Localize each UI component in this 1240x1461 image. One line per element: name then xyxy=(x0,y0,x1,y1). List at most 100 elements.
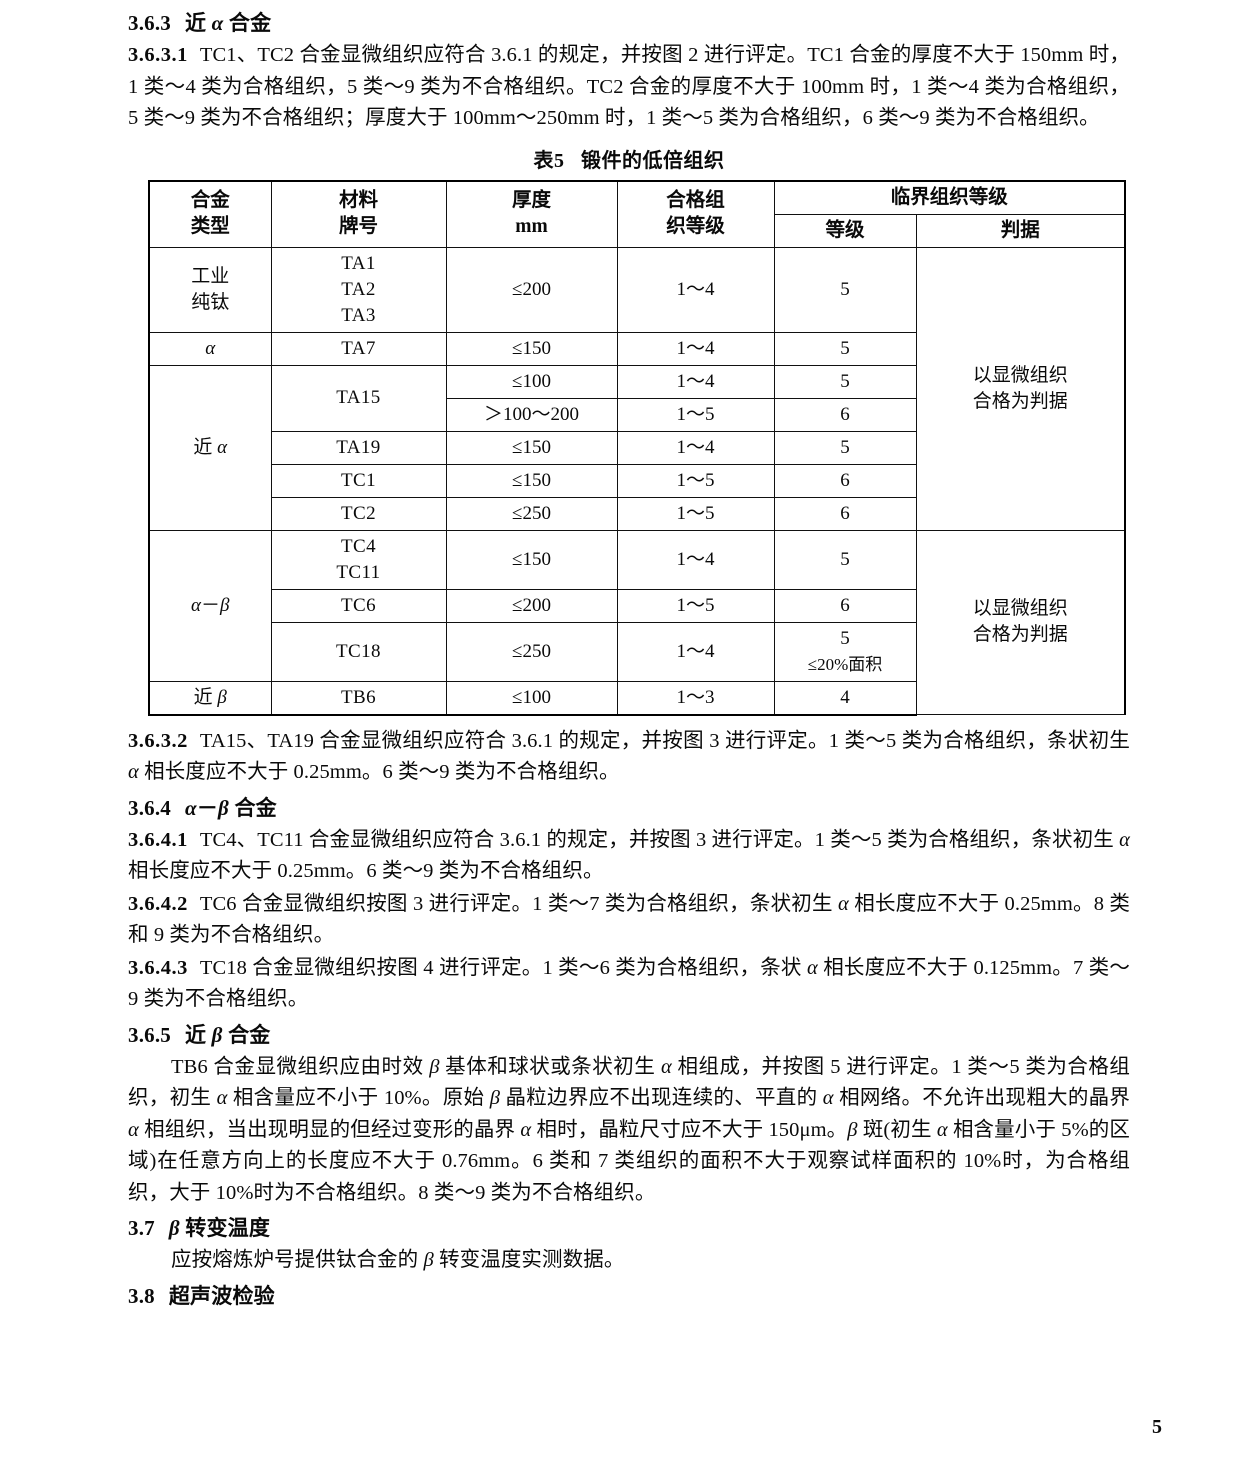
cell-material: TC1 xyxy=(270,463,447,498)
cell-qualified: 1～4 xyxy=(616,364,775,399)
header-material-line1: 材料 xyxy=(338,190,378,211)
clause-text-seg2: 相长度应不大于 0.25mm。6 类～9 类为不合格组织。 xyxy=(128,860,604,882)
clause-number: 3.6.3.1 xyxy=(128,44,188,66)
table-row: TC1 ≤150 1～5 6 xyxy=(149,463,1125,498)
header-criterion: 判据 xyxy=(915,213,1127,248)
section-heading-3-8: 3.8 超声波检验 xyxy=(128,1281,1130,1311)
table-row: α－β TC4 TC11 ≤150 1～4 5 以显微组织 合格为判据 xyxy=(148,529,1127,715)
body-t7: 相组织，当出现明显的但经过变形的晶界 xyxy=(138,1118,521,1141)
cell-grade: 6 xyxy=(773,397,917,432)
body-t1: 应按熔炼炉号提供钛合金的 xyxy=(171,1249,424,1271)
clause-number: 3.6.3.2 xyxy=(128,729,188,752)
clause-text-seg1: TC6 合金显微组织按图 3 进行评定。1 类～7 类为合格组织，条状初生 xyxy=(199,892,839,915)
header-material-line2: 牌号 xyxy=(338,216,378,237)
greek-beta: β xyxy=(847,1118,858,1141)
cell-alloy-type: 工业 纯钛 xyxy=(148,246,272,333)
cell-thickness: ≤200 xyxy=(445,246,618,333)
body-t1: TB6 合金显微组织应由时效 xyxy=(171,1055,430,1078)
cell-material: TA7 xyxy=(270,331,447,366)
greek-alpha: α xyxy=(838,892,849,915)
greek-beta: β xyxy=(429,1055,440,1078)
cell-thickness: ≤150 xyxy=(445,463,618,498)
greek-alpha: α xyxy=(211,11,224,35)
table-caption-text: 锻件的低倍组织 xyxy=(581,149,725,172)
cell-grade: 6 xyxy=(773,588,917,623)
cell-thickness: ≤150 xyxy=(445,430,618,465)
cell-grade: 5 xyxy=(773,364,917,399)
cell-grade: 5 xyxy=(773,331,917,366)
table-row: 工业 纯钛 TA1 TA2 TA3 ≤200 1～4 5 以显微组织 合格为判据 xyxy=(148,246,1127,531)
table-header-row-1: 合金 类型 材料 牌号 厚度 mm 合格组 织等级 临界组织等级 xyxy=(148,179,1127,248)
section-title-post: 合金 xyxy=(222,1022,271,1047)
section-title-post: 合金 xyxy=(223,11,272,35)
cell-criterion: 以显微组织 合格为判据 xyxy=(915,246,1127,531)
paragraph-3-6-4-3: 3.6.4.3 TC18 合金显微组织按图 4 进行评定。1 类～6 类为合格组织… xyxy=(128,953,1130,1016)
page-content: 3.6.3 近 α 合金 3.6.3.1 TC1、TC2 合金显微组织应符合 3.6… xyxy=(128,4,1130,1313)
clause-text-seg1: TC18 合金显微组织按图 4 进行评定。1 类～6 类为合格组织，条状 xyxy=(199,956,807,979)
header-grade: 等级 xyxy=(773,213,917,248)
cell-criterion: 以显微组织 合格为判据 xyxy=(915,529,1127,715)
body-t4: 相含量应不小于 10%。原始 xyxy=(227,1087,490,1109)
header-qualified-line2: 织等级 xyxy=(666,216,725,237)
cell-qualified: 1～4 xyxy=(616,430,775,465)
table-row: ＞100～200 1～5 6 xyxy=(149,397,1125,432)
clause-text: TC1、TC2 合金显微组织应符合 3.6.1 的规定，并按图 2 进行评定。T… xyxy=(128,44,1130,129)
table-row: 近 β TB6 ≤100 1～3 4 xyxy=(148,680,1125,716)
header-thickness: 厚度 mm xyxy=(445,179,618,248)
greek-alpha: α xyxy=(936,1118,948,1141)
table-caption-number: 表5 xyxy=(533,149,565,172)
clause-number: 3.6.4.3 xyxy=(128,956,188,979)
table-5-wrapper: 合金 类型 材料 牌号 厚度 mm 合格组 织等级 临界组织等级 等级 xyxy=(128,179,1130,716)
cell-qualified: 1～4 xyxy=(616,246,775,333)
cell-material: TA1 TA2 TA3 xyxy=(270,246,447,333)
clause-number: 3.6.4.2 xyxy=(128,892,188,915)
paragraph-3-6-3-1: 3.6.3.1 TC1、TC2 合金显微组织应符合 3.6.1 的规定，并按图 2… xyxy=(128,40,1130,135)
cell-thickness: ≤150 xyxy=(445,331,618,366)
cell-qualified: 1～4 xyxy=(616,331,775,366)
clause-number: 3.6.4.1 xyxy=(128,828,188,851)
greek-beta: β xyxy=(489,1087,501,1109)
header-qualified-grade: 合格组 织等级 xyxy=(616,179,775,248)
table-row: α TA7 ≤150 1～4 5 xyxy=(148,331,1125,366)
header-alloy-type-line2: 类型 xyxy=(190,216,230,237)
section-number: 3.7 xyxy=(128,1216,155,1240)
greek-alpha: α xyxy=(1119,828,1130,851)
page-number: 5 xyxy=(1152,1416,1162,1438)
greek-alpha: α xyxy=(185,795,197,820)
clause-text-seg1: TC4、TC11 合金显微组织应符合 3.6.1 的规定，并按图 3 进行评定。… xyxy=(199,828,1120,851)
table-body: 工业 纯钛 TA1 TA2 TA3 ≤200 1～4 5 以显微组织 合格为判据 α T… xyxy=(148,246,1127,716)
greek-alpha: α xyxy=(806,956,818,979)
table-row: TC18 ≤250 1～4 5 ≤20%面积 xyxy=(149,621,1125,682)
paragraph-3-6-4-1: 3.6.4.1 TC4、TC11 合金显微组织应符合 3.6.1 的规定，并按图 … xyxy=(128,825,1130,888)
cell-qualified: 1～4 xyxy=(616,529,775,590)
section-number: 3.6.5 xyxy=(128,1022,171,1047)
header-thickness-line1: 厚度 xyxy=(511,190,551,211)
cell-material: TC18 xyxy=(270,621,447,682)
section-number: 3.8 xyxy=(128,1283,155,1308)
table-header-row-2: 等级 判据 xyxy=(149,213,1127,248)
greek-alpha: α xyxy=(822,1087,834,1109)
cell-thickness: ≤250 xyxy=(445,621,618,682)
clause-text-seg1: TA15、TA19 合金显微组织应符合 3.6.1 的规定，并按图 3 进行评定… xyxy=(199,729,1130,752)
cell-qualified: 1～5 xyxy=(616,496,775,531)
body-t3: 相组成，并按图 5 进行评定。1 类～5 类为合格组织，初生 xyxy=(128,1055,1130,1110)
body-t2: 基体和球状或条状初生 xyxy=(439,1055,661,1078)
cell-material: TB6 xyxy=(270,680,447,716)
greek-beta: β xyxy=(168,1216,180,1240)
table-header: 合金 类型 材料 牌号 厚度 mm 合格组 织等级 临界组织等级 等级 xyxy=(148,179,1127,248)
cell-qualified: 1～5 xyxy=(616,588,775,623)
paragraph-3-6-3-2: 3.6.3.2 TA15、TA19 合金显微组织应符合 3.6.1 的规定，并按图… xyxy=(128,726,1130,789)
clause-text-seg2: 相长度应不大于 0.25mm。8 类和 9 类为不合格组织。 xyxy=(128,892,1130,947)
header-qualified-line1: 合格组 xyxy=(666,190,725,211)
greek-beta: β xyxy=(211,1022,223,1047)
section-heading-3-7: 3.7 β 转变温度 xyxy=(128,1213,1130,1243)
cell-thickness: ≤100 xyxy=(445,364,618,399)
cell-material: TA19 xyxy=(270,430,447,465)
section-title-post: 合金 xyxy=(229,795,277,820)
body-t10: 相含量小于 5%的区域)在任意方向上的长度应不大于 0.76mm。6 类和 7 … xyxy=(128,1118,1130,1204)
cell-qualified: 1～5 xyxy=(616,463,775,498)
cell-thickness: ≤200 xyxy=(445,588,618,623)
section-title-post: 转变温度 xyxy=(179,1216,271,1240)
body-t6: 相网络。不允许出现粗大的晶界 xyxy=(833,1087,1131,1109)
